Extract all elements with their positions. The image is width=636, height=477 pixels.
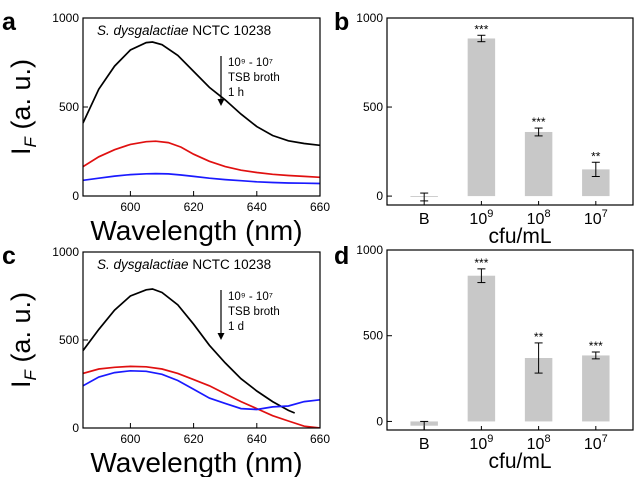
dilution-arrow-head (217, 99, 225, 106)
y-axis-label-main: I (6, 147, 36, 155)
category-label-2: 109 (469, 208, 493, 228)
plot-frame (386, 249, 634, 431)
x-axis-label: cfu/mL (488, 225, 551, 248)
category-label-3: 108 (527, 433, 551, 453)
category-label-4: 107 (584, 433, 608, 453)
category-label-base: B (419, 436, 430, 453)
panel-letter-b: b (334, 8, 349, 36)
bar-4 (582, 355, 610, 422)
panel-letter-c: c (2, 242, 16, 270)
category-label-exponent: 7 (602, 208, 608, 220)
y-axis-label-unit: (a. u.) (6, 59, 36, 137)
significance-stars-2: *** (474, 256, 488, 270)
panel-letter-d: d (334, 242, 349, 270)
panel-letter-a: a (2, 8, 17, 36)
y-tick-label: 1000 (52, 245, 79, 259)
category-label-base: 10 (584, 436, 602, 453)
significance-stars-3: *** (532, 115, 546, 129)
strain-annotation: S. dysgalactiae NCTC 10238 (97, 257, 271, 272)
panel-c-line-chart: 600 620 640 660 0 500 1000 Wavelength (nm) IF (a… (6, 245, 330, 477)
condition-text-2: TSB broth (228, 306, 280, 318)
series-line-1 (83, 288, 296, 414)
category-label-base: 10 (469, 211, 487, 228)
category-label-base: B (419, 211, 430, 228)
y-tick-label: 1000 (356, 243, 383, 257)
species-name: S. dysgalactiae (97, 23, 189, 38)
x-tick-label: 620 (184, 432, 204, 446)
x-tick-label: 600 (120, 200, 140, 214)
category-label-1: B (419, 211, 430, 228)
y-tick-label: 0 (376, 189, 383, 203)
bar-2 (467, 38, 496, 197)
x-axis-label: Wavelength (nm) (90, 215, 302, 246)
condition-text-1: 10⁹ - 10⁷ (228, 57, 273, 69)
y-axis-label-subscript: F (21, 135, 40, 147)
x-tick-label: 640 (247, 200, 267, 214)
y-tick-label: 1000 (356, 11, 383, 25)
series-line-2 (83, 140, 320, 179)
y-tick-label: 1000 (52, 11, 79, 25)
y-tick-label: 0 (72, 421, 79, 435)
category-label-base: 10 (584, 211, 602, 228)
x-tick-label: 660 (310, 200, 330, 214)
series-line-1 (83, 41, 320, 147)
series-line-3 (83, 172, 320, 185)
y-tick-label: 500 (59, 100, 79, 114)
series-line-3 (83, 369, 320, 411)
strain-annotation: S. dysgalactiae NCTC 10238 (97, 23, 271, 38)
category-label-base: 10 (527, 436, 545, 453)
category-label-exponent: 7 (602, 433, 608, 445)
dilution-arrow-head (217, 333, 225, 340)
plot-frame (82, 17, 321, 197)
y-axis-label-main: I (6, 380, 36, 388)
x-axis-label: Wavelength (nm) (90, 447, 302, 477)
bar-2 (467, 275, 496, 422)
x-tick-label: 640 (247, 432, 267, 446)
plot-frame (386, 17, 634, 206)
strain-id: NCTC 10238 (189, 23, 272, 38)
strain-id: NCTC 10238 (189, 257, 272, 272)
x-tick-label: 660 (310, 432, 330, 446)
category-label-base: 10 (469, 436, 487, 453)
category-label-exponent: 9 (487, 433, 493, 445)
condition-text-3: 1 h (228, 87, 244, 99)
category-label-4: 107 (584, 208, 608, 228)
y-axis-label: IF (a. u.) (6, 292, 40, 388)
condition-text-1: 10⁹ - 10⁷ (228, 291, 273, 303)
category-label-3: 108 (527, 208, 551, 228)
category-label-exponent: 8 (544, 433, 550, 445)
category-label-base: 10 (527, 211, 545, 228)
y-axis-label-subscript: F (21, 368, 40, 380)
significance-stars-4: *** (589, 339, 603, 353)
y-axis-label-unit: (a. u.) (6, 292, 36, 370)
y-tick-label: 0 (376, 414, 383, 428)
species-name: S. dysgalactiae (97, 257, 189, 272)
y-tick-label: 500 (363, 329, 383, 343)
x-axis-label: cfu/mL (488, 450, 551, 473)
condition-text-3: 1 d (228, 321, 244, 333)
y-tick-label: 0 (72, 189, 79, 203)
category-label-exponent: 9 (487, 208, 493, 220)
x-tick-label: 600 (120, 432, 140, 446)
plot-frame (82, 251, 321, 429)
significance-stars-3: ** (534, 330, 544, 344)
condition-text-2: TSB broth (228, 72, 280, 84)
category-label-exponent: 8 (544, 208, 550, 220)
category-label-1: B (419, 436, 430, 453)
category-label-2: 109 (469, 433, 493, 453)
y-tick-label: 500 (363, 100, 383, 114)
x-tick-label: 620 (184, 200, 204, 214)
significance-stars-4: ** (591, 149, 601, 163)
series-line-2 (83, 365, 320, 428)
bar-3 (524, 131, 553, 197)
y-tick-label: 500 (59, 333, 79, 347)
panel-a-line-chart: 600 620 640 660 0 500 1000 Wavelength (nm) IF (a… (6, 11, 330, 246)
significance-stars-2: *** (474, 22, 488, 36)
y-axis-label: IF (a. u.) (6, 59, 40, 155)
